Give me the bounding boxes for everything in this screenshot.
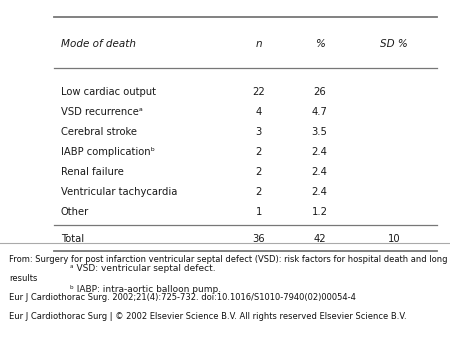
Text: Mode of death: Mode of death (61, 39, 136, 49)
Text: Eur J Cardiothorac Surg | © 2002 Elsevier Science B.V. All rights reserved Elsev: Eur J Cardiothorac Surg | © 2002 Elsevie… (9, 312, 407, 320)
Text: VSD recurrenceᵃ: VSD recurrenceᵃ (61, 107, 143, 117)
Text: 2.4: 2.4 (311, 187, 328, 197)
Text: 4: 4 (256, 107, 262, 117)
Text: SD %: SD % (380, 39, 408, 49)
Text: Total: Total (61, 235, 84, 244)
Text: 22: 22 (252, 88, 265, 97)
Text: ᵃ VSD: ventricular septal defect.: ᵃ VSD: ventricular septal defect. (70, 264, 216, 272)
Text: results: results (9, 274, 37, 283)
Text: n: n (256, 39, 262, 49)
Text: 1: 1 (256, 207, 262, 217)
Text: Cerebral stroke: Cerebral stroke (61, 127, 137, 137)
Text: 42: 42 (313, 235, 326, 244)
Text: Eur J Cardiothorac Surg. 2002;21(4):725-732. doi:10.1016/S1010-7940(02)00054-4: Eur J Cardiothorac Surg. 2002;21(4):725-… (9, 293, 356, 301)
Text: IABP complicationᵇ: IABP complicationᵇ (61, 147, 155, 158)
Text: 2: 2 (256, 167, 262, 177)
Text: 2: 2 (256, 147, 262, 158)
Text: Renal failure: Renal failure (61, 167, 124, 177)
Text: 3: 3 (256, 127, 262, 137)
Text: Other: Other (61, 207, 89, 217)
Text: Low cardiac output: Low cardiac output (61, 88, 156, 97)
Text: 1.2: 1.2 (311, 207, 328, 217)
Text: 3.5: 3.5 (311, 127, 328, 137)
Text: ᵇ IABP: intra-aortic balloon pump.: ᵇ IABP: intra-aortic balloon pump. (70, 286, 221, 294)
Text: 10: 10 (387, 235, 400, 244)
Text: 36: 36 (252, 235, 265, 244)
Text: 26: 26 (313, 88, 326, 97)
Text: 4.7: 4.7 (311, 107, 328, 117)
Text: From: Surgery for post infarction ventricular septal defect (VSD): risk factors : From: Surgery for post infarction ventri… (9, 255, 450, 264)
Text: 2.4: 2.4 (311, 167, 328, 177)
Text: 2.4: 2.4 (311, 147, 328, 158)
Text: Ventricular tachycardia: Ventricular tachycardia (61, 187, 177, 197)
Text: 2: 2 (256, 187, 262, 197)
Text: %: % (315, 39, 324, 49)
